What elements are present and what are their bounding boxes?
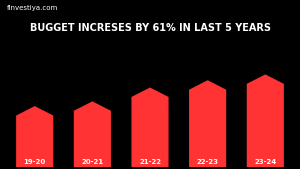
Polygon shape bbox=[248, 75, 283, 167]
Text: BUGGET INCRESES BY 61% IN LAST 5 YEARS: BUGGET INCRESES BY 61% IN LAST 5 YEARS bbox=[29, 23, 271, 33]
Text: 30.42: 30.42 bbox=[79, 90, 106, 99]
Text: finvestiya.com: finvestiya.com bbox=[7, 5, 59, 11]
Text: 41.87: 41.87 bbox=[194, 69, 221, 78]
Text: 19-20: 19-20 bbox=[24, 159, 46, 165]
Text: 22-23: 22-23 bbox=[196, 159, 219, 165]
Text: 27.84: 27.84 bbox=[22, 95, 48, 104]
Polygon shape bbox=[74, 102, 110, 167]
Polygon shape bbox=[190, 81, 226, 167]
Text: 45.03: 45.03 bbox=[252, 63, 278, 72]
Polygon shape bbox=[17, 107, 52, 167]
Text: 23-24: 23-24 bbox=[254, 159, 276, 165]
Text: Numbers in Lakh Carores: Numbers in Lakh Carores bbox=[12, 49, 160, 59]
Polygon shape bbox=[132, 88, 168, 167]
Text: 20-21: 20-21 bbox=[81, 159, 104, 165]
Text: 37.93: 37.93 bbox=[137, 76, 163, 85]
Text: 21-22: 21-22 bbox=[139, 159, 161, 165]
